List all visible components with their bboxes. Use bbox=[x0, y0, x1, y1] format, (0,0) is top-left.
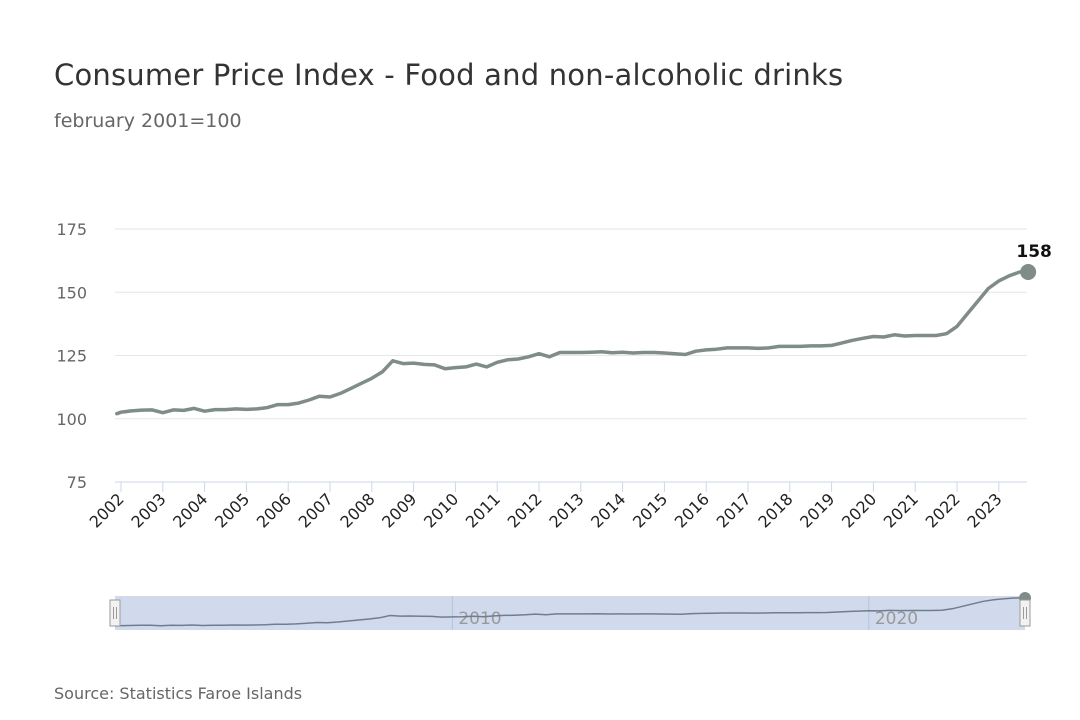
x-tick-label: 2015 bbox=[629, 489, 671, 531]
navigator-label: 2020 bbox=[875, 609, 918, 629]
navigator-series-line bbox=[114, 597, 1025, 627]
y-tick-label: 100 bbox=[56, 410, 87, 429]
x-tick-label: 2016 bbox=[671, 489, 713, 531]
last-point-marker[interactable] bbox=[1020, 264, 1037, 281]
y-tick-label: 175 bbox=[56, 220, 87, 239]
x-tick-label: 2009 bbox=[378, 489, 420, 531]
x-tick-label: 2023 bbox=[963, 489, 1005, 531]
series-group: 158 bbox=[115, 242, 1052, 416]
x-tick-label: 2022 bbox=[922, 489, 964, 531]
x-tick-label: 2019 bbox=[796, 489, 838, 531]
x-tick-label: 2008 bbox=[336, 489, 378, 531]
x-tick-label: 2006 bbox=[253, 489, 295, 531]
x-tick-label: 2014 bbox=[587, 489, 629, 531]
x-tick-label: 2002 bbox=[86, 489, 128, 531]
chart-subtitle: february 2001=100 bbox=[54, 110, 242, 132]
y-tick-label: 75 bbox=[67, 473, 87, 492]
handle-body[interactable] bbox=[109, 599, 121, 627]
x-tick-label: 2013 bbox=[545, 489, 587, 531]
y-axis: 75 100 125 150 175 bbox=[56, 220, 87, 492]
chart-title: Consumer Price Index - Food and non-alco… bbox=[54, 58, 844, 92]
x-tick-label: 2020 bbox=[838, 489, 880, 531]
navigator[interactable]: 2010 2020 bbox=[109, 592, 1031, 630]
x-tick-label: 2004 bbox=[169, 489, 211, 531]
y-tick-label: 150 bbox=[56, 283, 87, 302]
x-tick-label: 2021 bbox=[880, 489, 922, 531]
x-tick-label: 2005 bbox=[211, 489, 253, 531]
x-tick-label: 2018 bbox=[754, 489, 796, 531]
x-tick-label: 2012 bbox=[504, 489, 546, 531]
x-tick-label: 2017 bbox=[713, 489, 755, 531]
series-line bbox=[115, 270, 1032, 416]
gridlines bbox=[115, 228, 1027, 420]
navigator-right-handle[interactable] bbox=[1019, 599, 1031, 627]
y-tick-label: 125 bbox=[56, 347, 87, 366]
handle-body[interactable] bbox=[1019, 599, 1031, 627]
x-tick-label: 2010 bbox=[420, 489, 462, 531]
x-tick-label: 2007 bbox=[295, 489, 337, 531]
x-tick-label: 2003 bbox=[127, 489, 169, 531]
source-credit: Source: Statistics Faroe Islands bbox=[54, 684, 303, 703]
navigator-label: 2010 bbox=[458, 609, 501, 629]
x-tick-label: 2011 bbox=[462, 489, 504, 531]
x-axis: 2002 2003 2004 2005 2006 2007 2008 2009 2010 2011… bbox=[86, 481, 1027, 532]
navigator-left-handle[interactable] bbox=[109, 599, 121, 627]
data-label: 158 bbox=[1016, 242, 1052, 262]
